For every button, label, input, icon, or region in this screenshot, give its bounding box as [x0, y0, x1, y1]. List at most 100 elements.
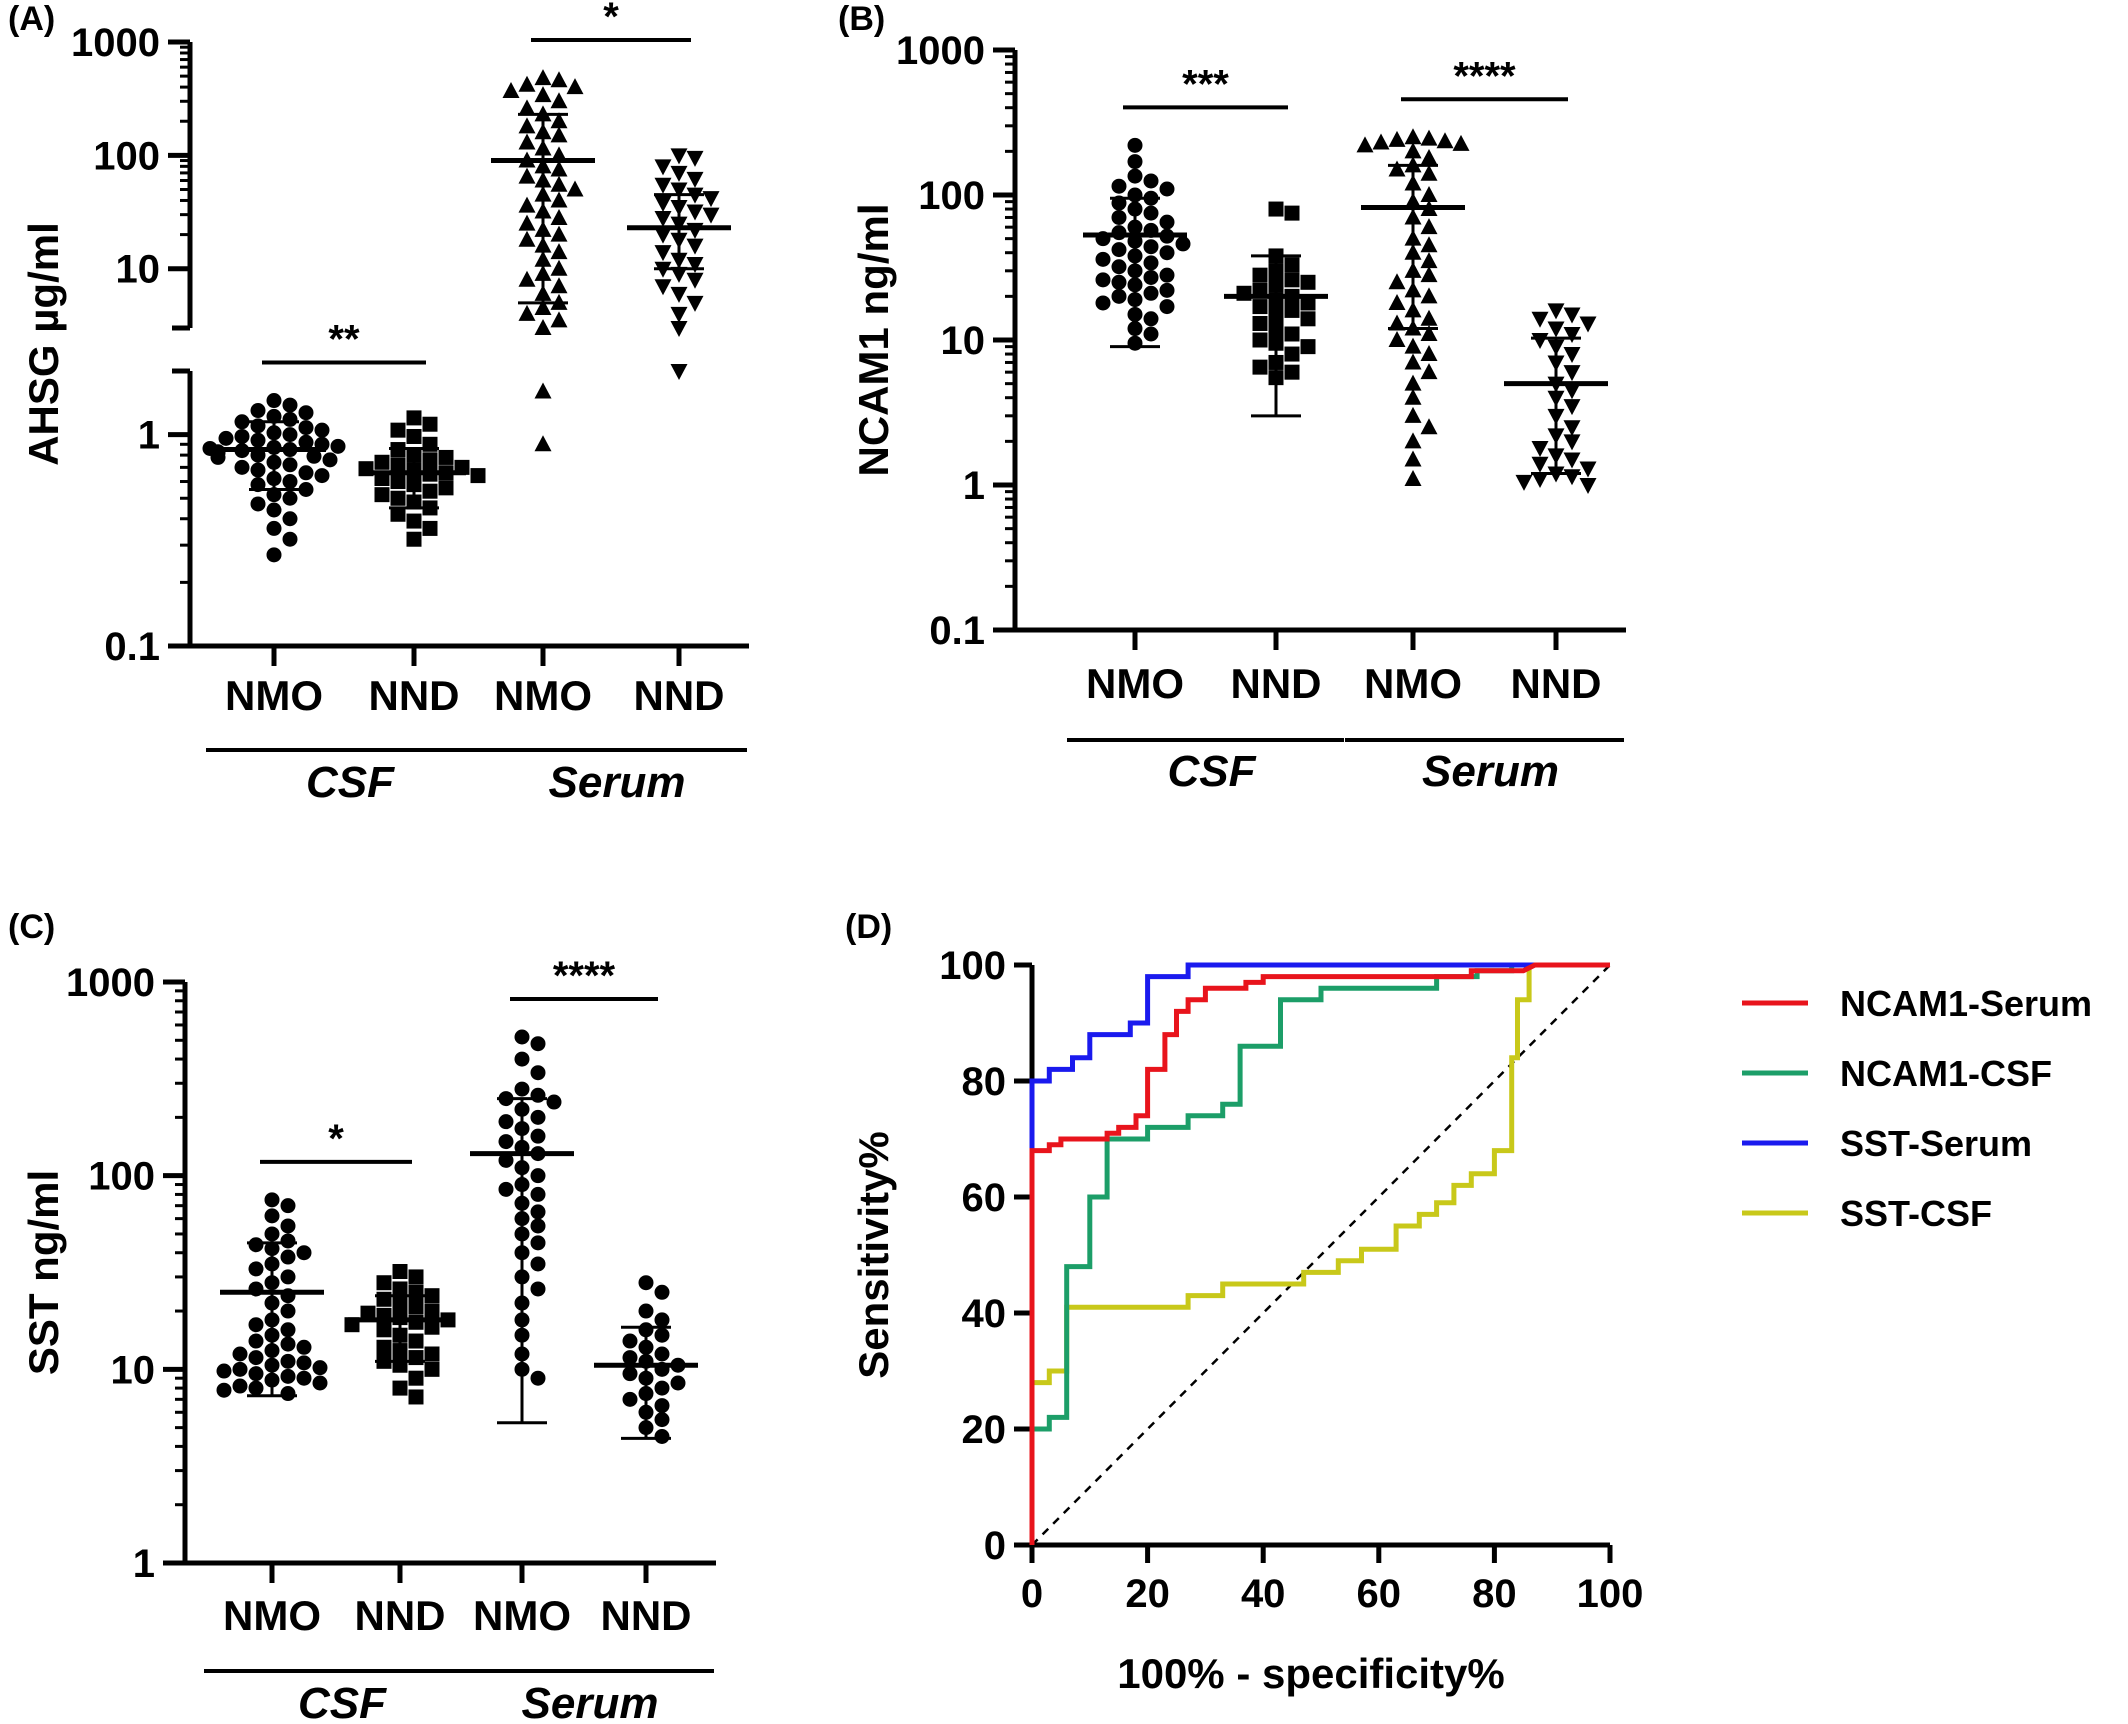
data-point	[670, 1375, 686, 1391]
data-point	[376, 1322, 392, 1338]
data-point	[1531, 471, 1549, 488]
data-point	[264, 1226, 280, 1242]
data-point	[1404, 353, 1422, 370]
data-point	[390, 490, 406, 506]
x-tick-label: 0	[1021, 1572, 1043, 1616]
data-point	[670, 321, 688, 337]
data-point	[406, 531, 422, 547]
data-point	[518, 75, 536, 92]
significance-label: **	[328, 318, 360, 362]
data-point	[622, 1333, 638, 1349]
data-point	[232, 1378, 248, 1394]
data-point	[314, 422, 330, 438]
data-point	[296, 1355, 312, 1371]
data-point	[654, 227, 672, 244]
category-label: NND	[1231, 660, 1322, 707]
data-point	[280, 1303, 296, 1319]
significance-label: *	[328, 1117, 344, 1161]
data-point	[1143, 269, 1159, 285]
y-tick-label: 10	[111, 1348, 156, 1392]
data-point	[1404, 337, 1422, 354]
data-point	[1404, 432, 1422, 449]
y-tick-label: 1000	[71, 21, 160, 65]
data-point	[424, 1346, 440, 1362]
group-label: Serum	[522, 1679, 659, 1724]
series-1	[344, 1264, 456, 1405]
data-point	[498, 1181, 514, 1197]
data-point	[550, 259, 568, 276]
y-tick-label: 20	[962, 1408, 1007, 1452]
x-axis-label: 100% - specificity%	[1117, 1650, 1505, 1697]
category-label: NMO	[1364, 660, 1462, 707]
data-point	[670, 148, 688, 165]
data-point	[530, 1256, 546, 1272]
y-tick-label: 100	[88, 1155, 155, 1199]
significance-label: ***	[1182, 62, 1229, 106]
legend-label: NCAM1-CSF	[1840, 1053, 2052, 1094]
data-point	[408, 1284, 424, 1300]
data-point	[1159, 214, 1175, 230]
data-point	[424, 1361, 440, 1377]
data-point	[530, 1087, 546, 1103]
data-point	[248, 1261, 264, 1277]
data-point	[1252, 267, 1268, 283]
data-point	[534, 299, 552, 316]
data-point	[1300, 295, 1316, 311]
data-point	[1159, 181, 1175, 197]
data-point	[530, 1218, 546, 1234]
y-axis-label: SST ng/ml	[20, 1170, 67, 1375]
series-2	[470, 1029, 574, 1425]
data-point	[424, 1319, 440, 1335]
data-point	[518, 117, 536, 134]
data-point	[530, 1235, 546, 1251]
y-tick-label: 0.1	[929, 609, 985, 653]
data-point	[1388, 160, 1406, 177]
data-point	[670, 286, 688, 303]
data-point	[1531, 440, 1549, 457]
data-point	[670, 266, 688, 283]
group-label: Serum	[1422, 747, 1559, 796]
data-point	[1420, 309, 1438, 326]
data-point	[518, 230, 536, 247]
data-point	[1127, 168, 1143, 184]
data-point	[390, 506, 406, 522]
panel-3: (D) 0 20 40 60 80 100 0 20 40 60 80 100 100% - specif…	[845, 908, 2092, 1697]
data-point	[638, 1275, 654, 1291]
data-point	[216, 1382, 232, 1398]
data-point	[1095, 295, 1111, 311]
data-point	[1095, 251, 1111, 267]
x-tick-label: 40	[1241, 1572, 1286, 1616]
data-point	[530, 1036, 546, 1052]
data-point	[622, 1366, 638, 1382]
data-point	[1388, 314, 1406, 331]
data-point	[1404, 469, 1422, 486]
data-point	[1420, 266, 1438, 283]
data-point	[406, 410, 422, 426]
data-point	[314, 468, 330, 484]
y-tick-label: 1	[963, 464, 985, 508]
data-point	[1420, 252, 1438, 269]
data-point	[1284, 364, 1300, 380]
data-point	[264, 1208, 280, 1224]
data-point	[376, 1339, 392, 1355]
data-point	[530, 1128, 546, 1144]
data-point	[1563, 469, 1581, 486]
roc-curve-sst-csf	[1032, 962, 1610, 1386]
data-point	[1372, 133, 1390, 150]
data-point	[1420, 363, 1438, 380]
data-point	[1095, 272, 1111, 288]
data-point	[1547, 321, 1565, 338]
data-point	[360, 1305, 376, 1321]
data-point	[422, 483, 438, 499]
data-point	[1159, 282, 1175, 298]
data-point	[514, 1081, 530, 1097]
data-point	[264, 1192, 280, 1208]
series-2	[1356, 128, 1470, 486]
data-point	[470, 468, 486, 484]
data-point	[498, 1152, 514, 1168]
y-tick-label: 1	[133, 1542, 155, 1586]
data-point	[1111, 242, 1127, 258]
y-tick-label: 40	[962, 1292, 1007, 1336]
series-3	[594, 1275, 698, 1444]
